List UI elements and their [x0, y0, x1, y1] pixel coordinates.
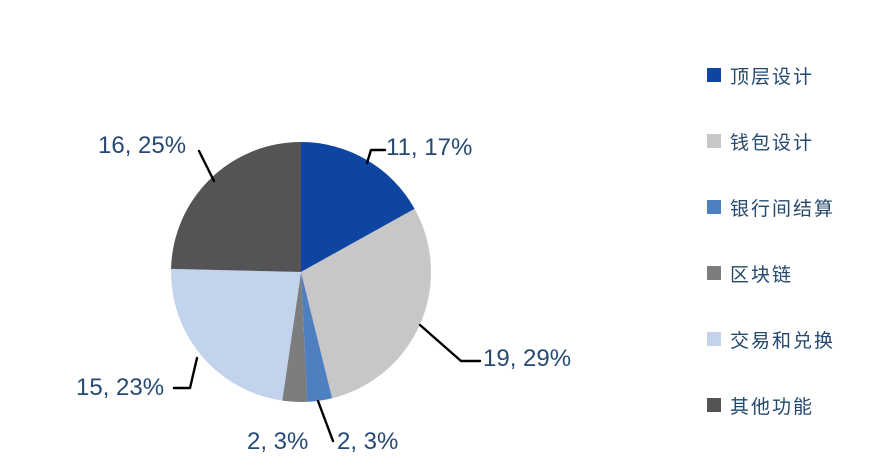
legend-swatch-icon [707, 134, 721, 148]
legend-label: 钱包设计 [730, 132, 815, 154]
leader-line-1 [418, 323, 482, 363]
legend-item-qitagongneng: 其他功能 [707, 392, 835, 418]
legend-swatch-icon [707, 68, 721, 82]
legend-label: 其他功能 [730, 396, 815, 418]
legend-label: 银行间结算 [730, 198, 836, 220]
data-label-qukuailian: 2, 3% [247, 428, 309, 455]
pie-slice-2 [301, 272, 333, 402]
legend-item-jiaoyihuoduihuan: 交易和兑换 [707, 326, 835, 352]
legend-swatch-icon [707, 332, 721, 346]
data-label-dingcengsheji: 11, 17% [386, 134, 473, 161]
legend-item-dingcengsheji: 顶层设计 [707, 62, 835, 88]
data-label-qitagongneng: 16, 25% [98, 132, 187, 159]
leader-line-3 [172, 356, 199, 390]
pie-slice-4 [171, 268, 301, 401]
legend-swatch-icon [707, 398, 721, 412]
legend: 顶层设计 钱包设计 银行间结算 区块链 交易和兑换 其他功能 [707, 62, 835, 418]
legend-item-yinhangjianjiesuan: 银行间结算 [707, 194, 835, 220]
legend-item-qianbaosheji: 钱包设计 [707, 128, 835, 154]
legend-label: 顶层设计 [730, 66, 815, 88]
leader-line-4 [197, 149, 216, 183]
leader-line-0 [365, 148, 387, 165]
legend-swatch-icon [707, 200, 721, 214]
legend-item-qukuailian: 区块链 [707, 260, 835, 286]
legend-swatch-icon [707, 266, 721, 280]
leader-line-2 [316, 399, 335, 443]
pie-slice-3 [282, 272, 308, 403]
pie-slice-5 [171, 142, 301, 272]
legend-label: 区块链 [730, 264, 794, 286]
pie-slice-0 [301, 142, 415, 272]
data-label-qianbaosheji: 19, 29% [483, 345, 572, 372]
data-label-jiaoyihuoduihuan: 15, 23% [76, 374, 165, 401]
pie-slice-1 [301, 208, 432, 399]
legend-label: 交易和兑换 [730, 330, 836, 352]
data-label-yinhangjianjiesuan: 2, 3% [337, 428, 399, 455]
